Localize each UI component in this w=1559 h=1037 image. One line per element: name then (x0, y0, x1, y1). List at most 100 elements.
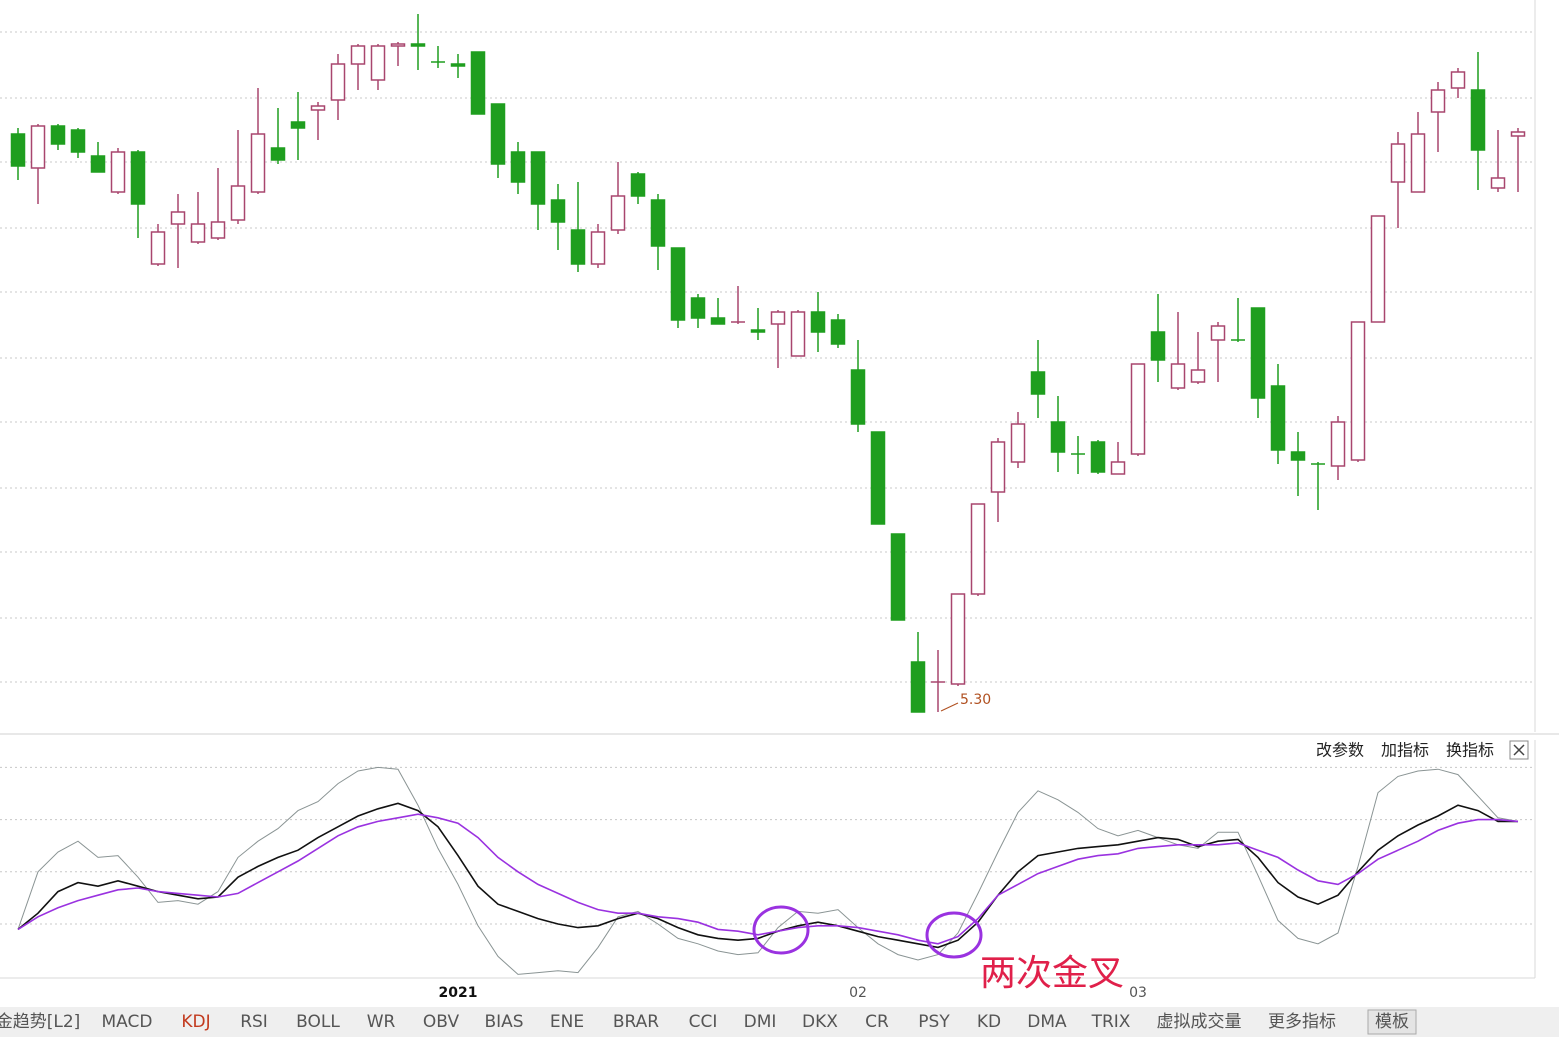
candle-body (330, 63, 346, 101)
candle-body (1210, 325, 1226, 341)
candle-body (490, 103, 506, 165)
tab[interactable]: BIAS (484, 1012, 523, 1032)
candle-body (1150, 331, 1166, 361)
candle-body (390, 43, 406, 47)
tab[interactable]: BRAR (613, 1012, 659, 1032)
tab[interactable]: CCI (689, 1012, 718, 1032)
candle-body (210, 221, 226, 239)
candle-body (470, 51, 486, 115)
candle-body (290, 121, 306, 129)
candle-body (1390, 143, 1406, 183)
candle-body (1490, 177, 1506, 189)
candle-body (130, 151, 146, 205)
tab[interactable]: OBV (423, 1012, 460, 1032)
candle-body (1410, 133, 1426, 193)
tab[interactable]: TRIX (1091, 1012, 1131, 1032)
candle-body (410, 43, 426, 47)
tab[interactable]: RSI (240, 1012, 268, 1032)
candle-body (110, 151, 126, 193)
candle-body (1510, 131, 1526, 137)
candle-body (230, 185, 246, 221)
candle-body (530, 151, 546, 205)
tab[interactable]: MACD (102, 1012, 153, 1032)
candle-body (1250, 307, 1266, 399)
candle-body (150, 231, 166, 265)
candle-body (810, 311, 826, 333)
candle-body (1470, 89, 1486, 151)
toolbar-button[interactable]: 换指标 (1446, 741, 1494, 760)
candle-body (590, 231, 606, 265)
candle-body (1450, 71, 1466, 89)
candle-body (1030, 371, 1046, 395)
cross-circle (752, 905, 810, 955)
tab[interactable]: DMI (744, 1012, 777, 1032)
candle-body (650, 199, 666, 247)
candle-body (550, 199, 566, 223)
candle-body (1190, 369, 1206, 383)
candle-body (370, 45, 386, 81)
candle-body (1270, 385, 1286, 451)
cross-circle (925, 911, 983, 959)
kdj-line (17, 766, 1519, 975)
tab[interactable]: DKX (802, 1012, 838, 1032)
tab[interactable]: ENE (550, 1012, 584, 1032)
candle-body (510, 151, 526, 183)
candle-body (1170, 363, 1186, 389)
tab[interactable]: 虚拟成交量 (1157, 1012, 1242, 1032)
candle-body (250, 133, 266, 193)
candle-body (670, 247, 686, 321)
candle-body (350, 45, 366, 65)
candle-body (450, 63, 466, 67)
candle-body (170, 211, 186, 225)
candle-body (770, 311, 786, 325)
x-tick-label: 03 (1129, 985, 1147, 1001)
candle-body (1290, 451, 1306, 461)
candle-body (270, 147, 286, 161)
candle-body (970, 503, 986, 595)
x-tick-label: 02 (849, 985, 867, 1001)
candle-body (850, 369, 866, 425)
close-icon (1513, 744, 1525, 756)
candle-body (1090, 441, 1106, 473)
candle-body (70, 129, 86, 153)
kdj-line (17, 802, 1518, 949)
candle-body (1010, 423, 1026, 463)
candle-body (1110, 461, 1126, 475)
tab[interactable]: DMA (1027, 1012, 1067, 1032)
candle-body (610, 195, 626, 231)
toolbar-button[interactable]: 加指标 (1381, 741, 1429, 760)
candle-body (30, 125, 46, 169)
tab[interactable]: PSY (918, 1012, 950, 1032)
tab[interactable]: 模板 (1375, 1012, 1409, 1032)
panel-toolbar: 改参数 加指标 换指标 (1316, 740, 1529, 760)
candle-body (1430, 89, 1446, 113)
candle-body (570, 229, 586, 265)
candle-body (690, 297, 706, 319)
candle-body (190, 223, 206, 243)
x-tick-label: 2021 (439, 985, 478, 1001)
tab[interactable]: BOLL (296, 1012, 340, 1032)
candle-body (10, 133, 26, 167)
tab[interactable]: 金趋势[L2] (0, 1012, 80, 1032)
candle-body (1330, 421, 1346, 467)
kdj-panel: 2021 02 03 (0, 766, 1535, 1001)
tabs: 金趋势[L2] MACD KDJ RSI BOLL WR OBV BIAS ENE BRAR CCI… (0, 1009, 1417, 1035)
tab[interactable]: KDJ (181, 1012, 210, 1032)
candle-body (90, 155, 106, 173)
tab-box (1367, 1009, 1417, 1035)
tab[interactable]: CR (865, 1012, 889, 1032)
tab-bar (0, 1007, 1559, 1037)
min-arrow (940, 702, 959, 712)
candle-body (830, 319, 846, 345)
candle-body (1050, 421, 1066, 453)
candle-body (630, 173, 646, 197)
tab[interactable]: 更多指标 (1268, 1012, 1336, 1032)
candle-body (750, 329, 766, 333)
toolbar-button[interactable]: 改参数 (1316, 741, 1364, 760)
tab[interactable]: KD (977, 1012, 1001, 1032)
close-button[interactable] (1509, 740, 1529, 760)
candle-body (910, 661, 926, 713)
tab[interactable]: WR (367, 1012, 396, 1032)
